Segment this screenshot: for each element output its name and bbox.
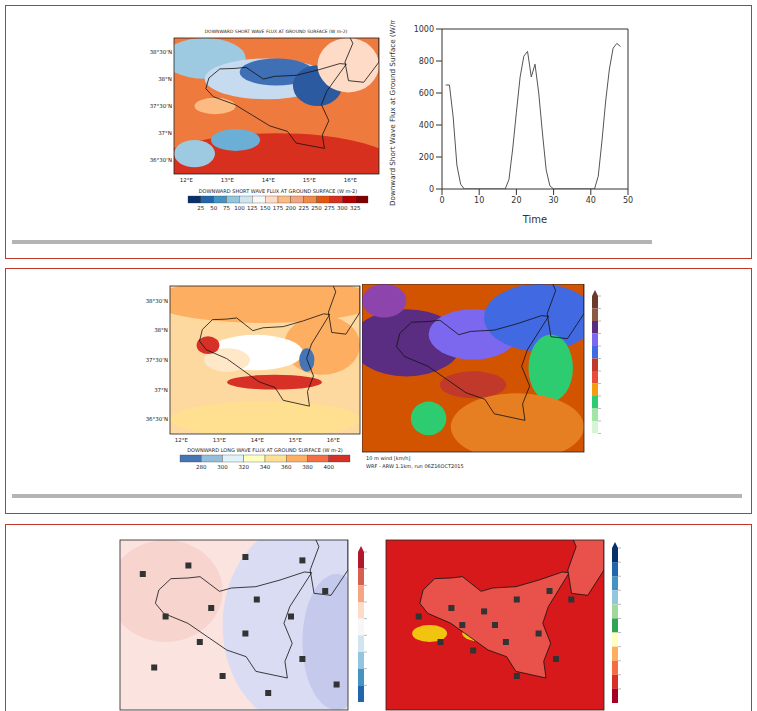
svg-text:38°N: 38°N: [154, 327, 168, 333]
svg-text:75: 75: [223, 205, 230, 211]
svg-text:15°E: 15°E: [289, 437, 303, 443]
svg-text:0: 0: [429, 185, 434, 194]
svg-text:25: 25: [197, 205, 204, 211]
svg-text:200: 200: [419, 153, 434, 162]
svg-text:10 m wind [km/h]: 10 m wind [km/h]: [366, 455, 410, 461]
svg-text:37°30'N: 37°30'N: [150, 103, 172, 109]
svg-text:360: 360: [281, 464, 292, 470]
svg-text:175: 175: [273, 205, 284, 211]
svg-text:20: 20: [511, 196, 521, 205]
svg-text:37°N: 37°N: [158, 130, 172, 136]
svg-text:DOWNWARD SHORT WAVE FLUX AT GR: DOWNWARD SHORT WAVE FLUX AT GROUND SURFA…: [199, 188, 358, 194]
svg-text:0: 0: [439, 196, 444, 205]
svg-text:Time: Time: [522, 214, 547, 225]
svg-text:1000: 1000: [414, 25, 434, 34]
svg-text:280: 280: [196, 464, 207, 470]
svg-text:320: 320: [239, 464, 250, 470]
svg-text:30: 30: [549, 196, 559, 205]
svg-text:50: 50: [623, 196, 633, 205]
svg-text:DOWNWARD SHORT WAVE FLUX AT GR: DOWNWARD SHORT WAVE FLUX AT GROUND SURFA…: [205, 29, 348, 34]
svg-text:16°E: 16°E: [327, 437, 341, 443]
svg-text:275: 275: [324, 205, 335, 211]
svg-text:600: 600: [419, 89, 434, 98]
svg-text:Downward Short Wave Flux at Gr: Downward Short Wave Flux at Ground Surfa…: [388, 20, 397, 206]
svg-text:37°N: 37°N: [154, 387, 168, 393]
svg-text:38°30'N: 38°30'N: [150, 49, 172, 55]
svg-text:340: 340: [260, 464, 271, 470]
svg-text:15°E: 15°E: [303, 177, 317, 183]
svg-text:37°30'N: 37°30'N: [146, 357, 168, 363]
svg-text:125: 125: [247, 205, 258, 211]
svg-text:325: 325: [350, 205, 361, 211]
svg-text:16°E: 16°E: [344, 177, 358, 183]
svg-text:100: 100: [234, 205, 245, 211]
svg-text:300: 300: [217, 464, 228, 470]
svg-text:40: 40: [586, 196, 596, 205]
svg-text:250: 250: [311, 205, 322, 211]
svg-text:200: 200: [286, 205, 297, 211]
svg-text:400: 400: [419, 121, 434, 130]
svg-text:300: 300: [337, 205, 348, 211]
svg-text:150: 150: [260, 205, 271, 211]
svg-text:38°30'N: 38°30'N: [146, 298, 168, 304]
svg-text:14°E: 14°E: [251, 437, 265, 443]
svg-text:36°30'N: 36°30'N: [150, 157, 172, 163]
svg-text:38°N: 38°N: [158, 76, 172, 82]
svg-text:13°E: 13°E: [221, 177, 235, 183]
svg-text:36°30'N: 36°30'N: [146, 416, 168, 422]
svg-text:380: 380: [302, 464, 313, 470]
svg-text:12°E: 12°E: [175, 437, 189, 443]
svg-text:14°E: 14°E: [262, 177, 276, 183]
svg-text:12°E: 12°E: [180, 177, 194, 183]
svg-text:DOWNWARD LONG WAVE FLUX AT GRO: DOWNWARD LONG WAVE FLUX AT GROUND SURFAC…: [187, 447, 343, 453]
svg-text:WRF - ARW 1.1km, run 06Z16OCT2: WRF - ARW 1.1km, run 06Z16OCT2015: [366, 463, 464, 469]
svg-text:400: 400: [324, 464, 335, 470]
svg-text:10: 10: [474, 196, 484, 205]
svg-text:225: 225: [298, 205, 309, 211]
svg-text:50: 50: [210, 205, 217, 211]
svg-text:13°E: 13°E: [213, 437, 227, 443]
svg-text:800: 800: [419, 57, 434, 66]
